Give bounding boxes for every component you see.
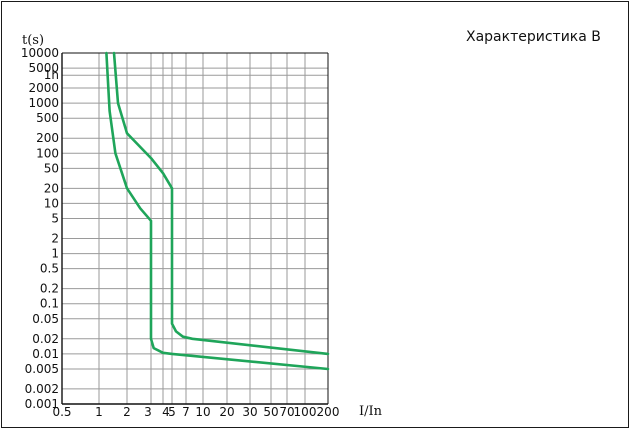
y-tick-label: 50 [44,161,59,175]
x-tick-label: 50 [263,405,278,419]
y-tick-label: 0.05 [32,312,59,326]
y-tick-label: 500 [36,111,59,125]
x-tick-label: 30 [242,405,257,419]
y-tick-label: 0.002 [25,382,59,396]
y-tick-label: 0.1 [40,297,59,311]
x-axis-label: I/In [359,404,383,419]
y-tick-label: 1000 [28,96,59,110]
y-tick-label: 0.02 [32,332,59,346]
y-tick-label: 10000 [21,46,59,60]
y-tick-label: 0.2 [40,282,59,296]
y-tick-label: 5 [51,212,59,226]
x-tick-label: 4 [162,405,170,419]
x-tick-label: 7 [182,405,190,419]
x-tick-label: 5 [168,405,176,419]
chart-title: Характеристика B [466,29,601,45]
y-tick-label: 0.001 [25,397,59,411]
y-tick-label: 2000 [28,81,59,95]
y-tick-label: 5000 [28,61,59,75]
x-tick-label: 3 [144,405,152,419]
y-tick-label: 10 [44,196,59,210]
x-tick-label: 20 [219,405,234,419]
x-tick-label: 70 [279,405,294,419]
y-tick-label: 0.01 [32,347,59,361]
y-tick-label: 0.5 [40,262,59,276]
y-tick-label: 20 [44,181,59,195]
curves [105,51,330,371]
x-tick-label: 200 [317,405,340,419]
y-tick-label: 100 [36,146,59,160]
y-axis-label: t(s) [22,33,44,48]
trip-curve-1 [105,51,330,371]
y-tick-label: 2 [51,231,59,245]
y-tick-label: 1 [51,247,59,261]
grid [61,52,329,405]
y-tick-label: 1h [44,68,59,82]
x-tick-label: 100 [294,405,317,419]
y-tick-label: 0.005 [25,362,59,376]
y-tick-label: 200 [36,131,59,145]
x-tick-label: 0.5 [52,405,71,419]
x-tick-label: 2 [123,405,131,419]
x-tick-label: 10 [195,405,210,419]
trip-curve-2 [112,51,330,356]
x-tick-label: 1 [95,405,103,419]
